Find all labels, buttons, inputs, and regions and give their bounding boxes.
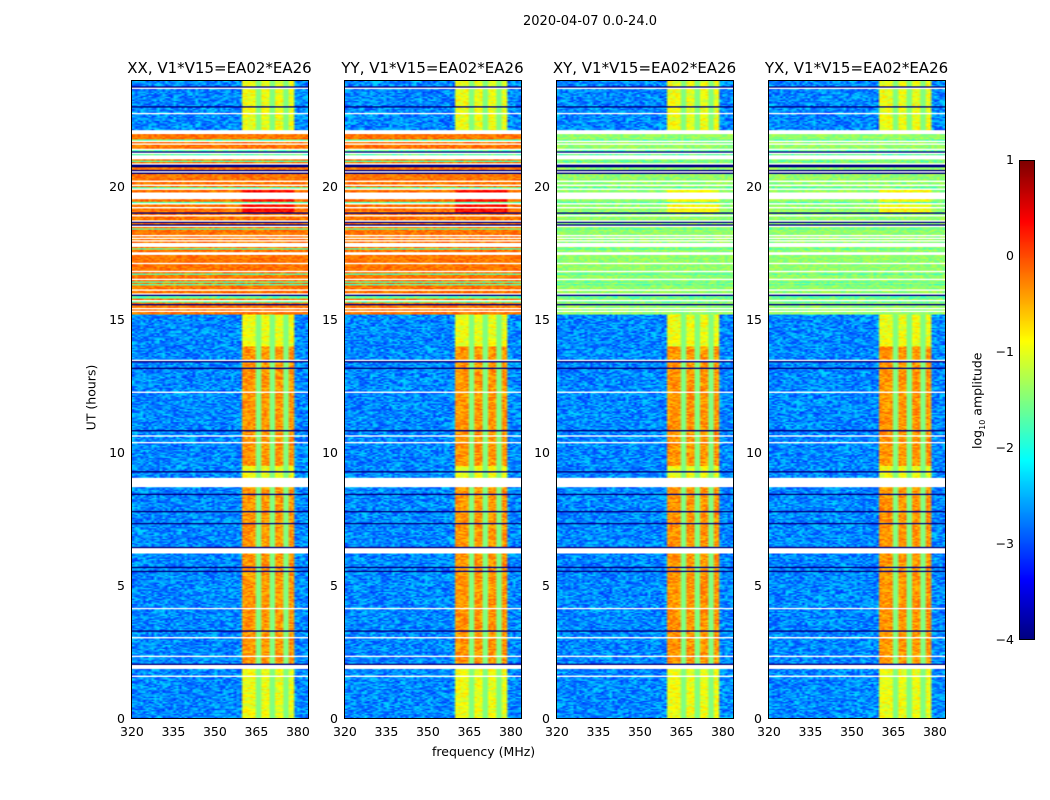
y-tick-label: 20 [534,178,550,194]
figure-suptitle: 2020-04-07 0.0-24.0 [523,14,657,29]
panel-title-xy: XY, V1*V15=EA02*EA26 [552,59,737,77]
x-tick-label: 335 [374,724,399,739]
y-tick-label: 15 [746,311,762,327]
y-tick-label: 10 [534,444,550,460]
x-tick-label: 365 [881,724,906,739]
y-tick-label: 20 [322,178,338,194]
colorbar-tick-label: −3 [995,536,1014,551]
heatmap-image [132,81,308,718]
y-tick-label: 10 [109,444,125,460]
x-tick-label: 320 [545,724,569,739]
y-tick-label: 15 [109,311,125,327]
panel-title-yy: YY, V1*V15=EA02*EA26 [341,59,524,77]
panel-title-yx: YX, V1*V15=EA02*EA26 [764,59,949,77]
heatmap-panel-xx [131,80,309,719]
colorbar-label-prefix: log [969,429,985,449]
x-tick-label: 350 [202,724,227,739]
heatmap-image [769,81,945,718]
y-axis-label: UT (hours) [83,364,99,431]
x-tick-label: 335 [586,724,611,739]
colorbar-label-suffix: amplitude [969,352,985,420]
x-tick-label: 320 [757,724,781,739]
colorbar-label: log10 amplitude [969,353,987,449]
y-tick-label: 10 [746,444,762,460]
colorbar-gradient [1020,161,1034,639]
x-tick-label: 380 [922,724,947,739]
y-tick-label: 15 [534,311,550,327]
heatmap-panel-yx [768,80,946,719]
x-tick-label: 365 [669,724,694,739]
x-tick-label: 335 [161,724,186,739]
heatmap-image [345,81,521,718]
y-tick-label: 0 [117,711,125,726]
x-tick-label: 350 [415,724,440,739]
colorbar-tick-label: −2 [995,440,1014,455]
heatmap-panel-yy [344,80,522,719]
y-tick-label: 10 [322,444,338,460]
x-tick-label: 380 [710,724,735,739]
x-tick-label: 365 [244,724,269,739]
colorbar-tick-label: −4 [995,632,1014,647]
x-tick-label: 320 [120,724,144,739]
y-tick-label: 20 [746,178,762,194]
y-tick-label: 5 [754,577,762,593]
x-tick-label: 350 [627,724,652,739]
y-tick-label: 5 [117,577,125,593]
y-tick-label: 0 [754,711,762,726]
colorbar-tick-label: 0 [1006,248,1014,263]
colorbar-label-sub: 10 [977,419,987,430]
y-tick-label: 5 [330,577,338,593]
y-tick-label: 0 [330,711,338,726]
y-tick-label: 15 [322,311,338,327]
colorbar [1019,160,1035,640]
colorbar-tick-label: −1 [995,344,1014,359]
x-tick-label: 365 [457,724,482,739]
x-tick-label: 335 [798,724,823,739]
y-tick-label: 5 [542,577,550,593]
panel-title-xx: XX, V1*V15=EA02*EA26 [127,59,312,77]
heatmap-image [557,81,733,718]
x-tick-label: 380 [285,724,310,739]
x-axis-label: frequency (MHz) [432,744,536,759]
colorbar-tick-label: 1 [1006,152,1014,167]
y-tick-label: 20 [109,178,125,194]
y-tick-label: 0 [542,711,550,726]
x-tick-label: 350 [839,724,864,739]
heatmap-panel-xy [556,80,734,719]
x-tick-label: 320 [333,724,357,739]
x-tick-label: 380 [498,724,523,739]
